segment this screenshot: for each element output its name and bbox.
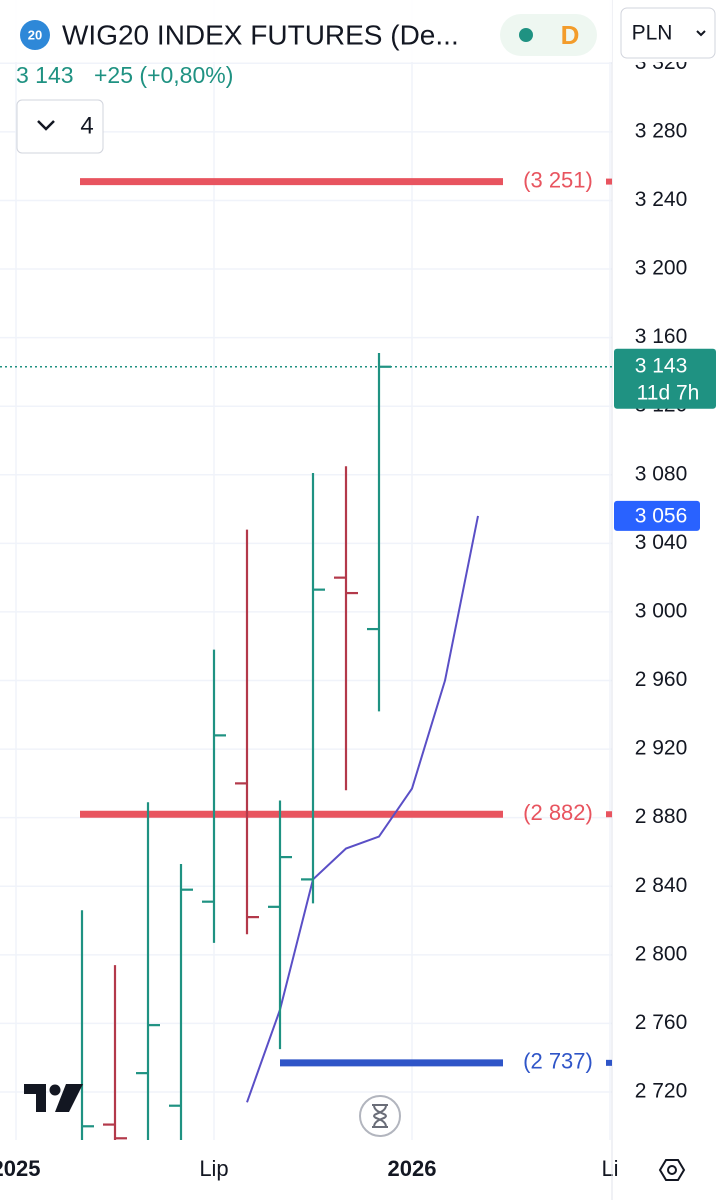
bar-countdown: 11d 7h (637, 381, 700, 404)
y-tick-label: 2 920 (635, 737, 688, 760)
y-tick-label: 2 840 (635, 874, 688, 897)
indicators-toggle[interactable] (16, 99, 104, 154)
price-axis: 2 720 2 760 2 800 2 840 2 880 2 920 2 960 3 000… (635, 51, 688, 1103)
x-tick-label: Lip (199, 1156, 228, 1181)
indicators-chevron (37, 120, 55, 131)
symbol-title[interactable]: WIG20 INDEX FUTURES (De... (62, 19, 459, 50)
last-price-badge (614, 348, 716, 409)
tradingview-logo (24, 1084, 83, 1112)
plot-area (80, 178, 503, 1140)
replay-button[interactable] (359, 1095, 401, 1137)
y-tick-label: 2 760 (635, 1011, 688, 1034)
interval-label[interactable]: D (561, 20, 580, 50)
ma-value-label: 3 056 (635, 504, 688, 527)
last-price: 3 143 (16, 62, 74, 88)
interval-pill[interactable] (500, 14, 597, 56)
x-tick-label: Li (601, 1156, 618, 1181)
level-marker (606, 811, 612, 818)
symbol-icon (20, 20, 50, 50)
y-tick-label: 2 800 (635, 942, 688, 965)
currency-button[interactable] (620, 7, 716, 59)
symbol-badge: 20 (28, 27, 42, 42)
level-label: (2 882) (523, 800, 593, 825)
y-tick-label: 3 280 (635, 119, 688, 142)
market-status-dot (519, 28, 533, 42)
level-marker (606, 178, 612, 185)
level-marker (606, 1059, 612, 1066)
y-tick-label: 3 320 (635, 51, 688, 74)
y-tick-label: 3 240 (635, 188, 688, 211)
y-tick-label: 3 200 (635, 257, 688, 280)
x-tick-label: 2026 (388, 1156, 437, 1181)
y-tick-label: 2 720 (635, 1080, 688, 1103)
time-axis: 2025 Lip 2026 Li (0, 0, 619, 1200)
price-change: +25 (+0,80%) (94, 62, 233, 88)
y-tick-label: 2 960 (635, 668, 688, 691)
grid (0, 0, 612, 1140)
x-tick-label: 2025 (0, 1156, 40, 1181)
currency-label[interactable]: PLN (632, 22, 673, 45)
y-tick-label: 3 080 (635, 462, 688, 485)
ma-value-badge (614, 500, 700, 531)
last-price-axis-label: 3 143 (635, 354, 688, 377)
moving-average-line (246, 515, 479, 1103)
y-tick-label: 3 160 (635, 325, 688, 348)
level-label: (3 251) (523, 167, 593, 192)
y-tick-label: 2 880 (635, 805, 688, 828)
indicators-count[interactable]: 4 (80, 112, 93, 139)
level-label: (2 737) (523, 1049, 593, 1074)
y-tick-label: 3 000 (635, 599, 688, 622)
currency-chevron (696, 30, 706, 37)
settings-button[interactable] (658, 1159, 686, 1181)
y-tick-label: 3 040 (635, 531, 688, 554)
